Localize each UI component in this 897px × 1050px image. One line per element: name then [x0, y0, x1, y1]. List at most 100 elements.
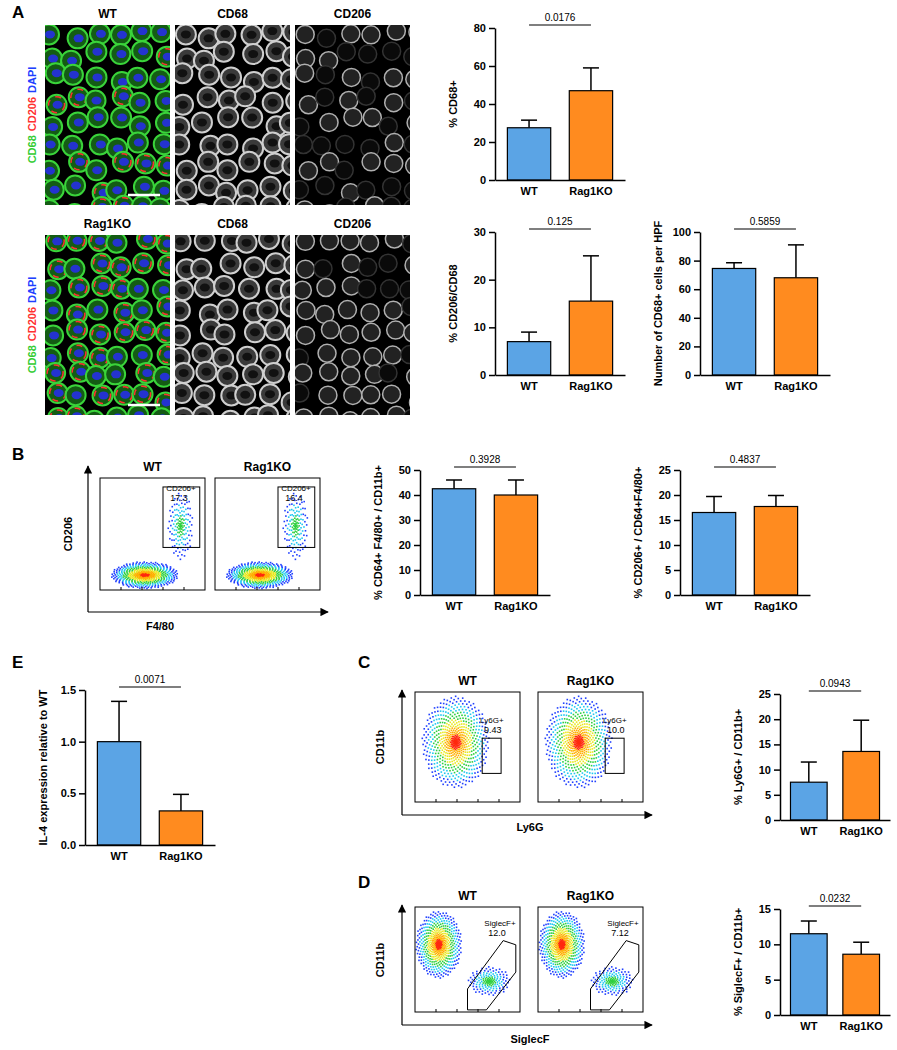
event-dot — [294, 551, 296, 553]
nucleus — [219, 282, 229, 290]
event-dot — [233, 582, 235, 584]
event-dot — [250, 565, 252, 567]
event-dot — [300, 544, 302, 546]
event-dot — [173, 552, 175, 554]
nucleus — [116, 50, 126, 58]
cd206-signal — [138, 365, 154, 381]
cell — [244, 257, 264, 277]
cell — [262, 25, 282, 41]
event-dot — [226, 573, 228, 575]
event-dot — [285, 581, 287, 583]
nucleus — [48, 123, 58, 131]
event-dot — [187, 519, 189, 521]
cell — [243, 364, 263, 384]
event-dot — [174, 545, 176, 547]
event-dot — [296, 510, 298, 512]
cell — [239, 152, 259, 172]
nucleus — [219, 330, 229, 338]
event-dot — [273, 576, 275, 578]
event-dot — [264, 580, 266, 582]
event-dot — [305, 530, 307, 532]
flow-title: WT — [143, 460, 162, 474]
event-dot — [119, 572, 121, 574]
event-dot — [140, 567, 142, 569]
event-dot — [182, 514, 184, 516]
event-dot — [153, 576, 155, 578]
event-dot — [291, 577, 293, 579]
cell — [195, 278, 215, 298]
event-dot — [289, 545, 291, 547]
cell — [344, 386, 362, 404]
event-dot — [143, 561, 145, 563]
event-dot — [297, 518, 299, 520]
event-dot — [142, 573, 144, 575]
stain-name: DAPI — [26, 277, 38, 303]
event-dot — [170, 574, 172, 576]
cell — [295, 118, 309, 136]
event-dot — [258, 578, 260, 580]
event-dot — [270, 571, 272, 573]
event-dot — [158, 585, 160, 587]
event-dot — [249, 573, 251, 575]
event-dot — [274, 571, 276, 573]
event-dot — [270, 576, 272, 578]
cell — [235, 86, 255, 106]
event-dot — [290, 514, 292, 516]
cell — [342, 349, 360, 367]
event-dot — [294, 520, 296, 522]
event-dot — [287, 582, 289, 584]
flow-tick — [121, 587, 122, 590]
event-dot — [286, 579, 288, 581]
nucleus — [160, 373, 170, 381]
event-dot — [184, 539, 186, 541]
event-dot — [264, 577, 266, 579]
cell — [64, 259, 84, 279]
event-dot — [176, 519, 178, 521]
nucleus — [179, 369, 189, 377]
nucleus — [75, 93, 85, 101]
cell — [154, 367, 170, 387]
event-dot — [134, 573, 136, 575]
event-dot — [135, 576, 137, 578]
nucleus — [140, 183, 150, 191]
cd206-signal — [71, 89, 87, 105]
event-dot — [295, 526, 297, 528]
event-dot — [286, 577, 288, 579]
nucleus — [157, 28, 167, 36]
nucleus — [205, 142, 215, 150]
flow-ylabel: CD206 — [62, 517, 74, 551]
cell — [404, 324, 410, 342]
nucleus — [204, 181, 214, 189]
event-dot — [298, 515, 300, 517]
event-dot — [244, 576, 246, 578]
cell — [362, 323, 380, 341]
event-dot — [173, 580, 175, 582]
nucleus — [264, 235, 274, 243]
event-dot — [136, 570, 138, 572]
cd206-signal — [93, 255, 109, 271]
cell — [193, 406, 213, 415]
event-dot — [288, 552, 290, 554]
event-dot — [157, 563, 159, 565]
event-dot — [134, 572, 136, 574]
event-dot — [167, 527, 169, 529]
cell — [46, 235, 66, 251]
nucleus — [96, 354, 106, 362]
nucleus — [227, 237, 237, 245]
figure: ABCDEWTCD68CD206CD68CD206DAPIRag1KOCD68C… — [0, 0, 897, 1050]
cell — [379, 117, 397, 135]
event-dot — [255, 569, 257, 571]
cell — [127, 68, 147, 88]
cd206-signal — [71, 154, 87, 170]
event-dot — [294, 517, 296, 519]
event-dot — [289, 520, 291, 522]
event-dot — [138, 569, 140, 571]
event-dot — [255, 567, 257, 569]
cell — [157, 235, 170, 254]
event-dot — [233, 567, 235, 569]
event-dot — [265, 562, 267, 564]
event-dot — [304, 508, 306, 510]
event-dot — [255, 572, 257, 574]
cell — [342, 254, 360, 272]
flow-tick — [257, 587, 258, 590]
